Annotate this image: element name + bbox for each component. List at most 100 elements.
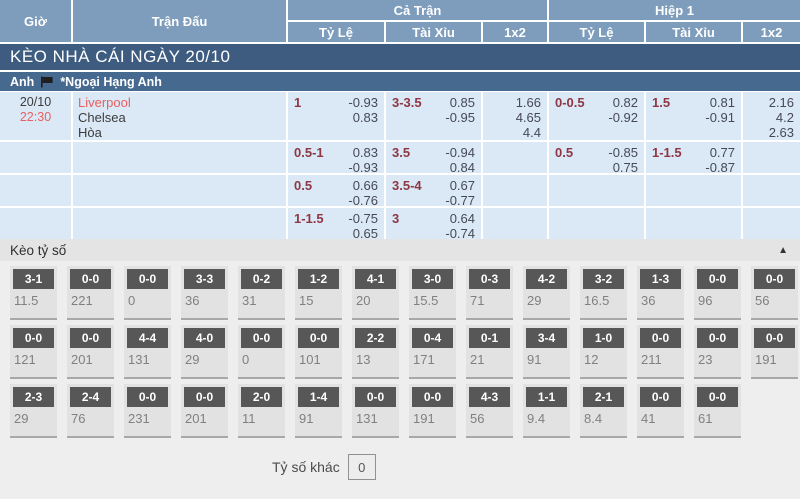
score-cell[interactable]: 1-3 36 — [637, 266, 684, 320]
handicap-line: 0.5 — [294, 178, 313, 193]
score-cell[interactable]: 1-1 9.4 — [523, 384, 570, 438]
score-cell[interactable]: 3-4 91 — [523, 325, 570, 379]
score-cell[interactable]: 0-0 211 — [637, 325, 684, 379]
odd-value: -0.75 — [348, 211, 378, 226]
score-odds: 9.4 — [527, 411, 546, 426]
score-cell[interactable]: 1-2 15 — [295, 266, 342, 320]
score-section: Kèo tỷ số ▲ 3-1 11.5 0-0 221 0-0 0 3-3 36 0-2 31 1… — [0, 239, 800, 499]
score-section-title: Kèo tỷ số — [10, 242, 67, 258]
odd-value: -0.76 — [348, 193, 378, 206]
other-score-box[interactable]: 0 — [347, 454, 376, 480]
score-cell[interactable]: 0-0 41 — [637, 384, 684, 438]
score-cell[interactable]: 3-3 36 — [181, 266, 228, 320]
odds-cell-ct-ty-le[interactable]: 0.5-1 0.83 -0.93 — [288, 142, 384, 173]
odds-cell-ct-1x2[interactable]: 1.66 4.65 4.4 — [483, 92, 547, 140]
score-chip: 2-2 — [355, 328, 396, 348]
odds-cell-h1-ty-le[interactable]: 0.5 -0.85 0.75 — [549, 142, 644, 173]
score-cell[interactable]: 1-4 91 — [295, 384, 342, 438]
odds-cell-ct-tai-xiu[interactable]: 3.5-4 0.67 -0.77 — [386, 175, 481, 206]
odd-value: 0.75 — [612, 160, 638, 173]
odds-cell-ct-ty-le[interactable]: 1-1.5 -0.75 0.65 — [288, 208, 384, 239]
collapse-icon[interactable]: ▲ — [778, 244, 788, 256]
odds-cell-h1-tai-xiu[interactable]: 1-1.5 0.77 -0.87 — [646, 142, 741, 173]
handicap-line: 1-1.5 — [294, 211, 324, 226]
score-cell[interactable]: 4-2 29 — [523, 266, 570, 320]
score-chip: 4-4 — [127, 328, 168, 348]
odds-cell-h1-tai-xiu — [646, 175, 741, 206]
col-header-hiep-1: Hiệp 1 — [549, 0, 800, 20]
match-time-cell — [0, 142, 71, 173]
score-cell[interactable]: 4-3 56 — [466, 384, 513, 438]
score-cell[interactable]: 3-1 11.5 — [10, 266, 57, 320]
odd-value: 0.84 — [449, 160, 475, 173]
score-cell[interactable]: 0-0 131 — [352, 384, 399, 438]
score-cell[interactable]: 4-4 131 — [124, 325, 171, 379]
score-cell[interactable]: 0-0 221 — [67, 266, 114, 320]
score-odds: 29 — [185, 352, 200, 367]
score-cell[interactable]: 2-0 11 — [238, 384, 285, 438]
odds-cell-h1-tai-xiu[interactable]: 1.5 0.81 -0.91 — [646, 92, 741, 140]
odds-cell-ct-tai-xiu[interactable]: 3 0.64 -0.74 — [386, 208, 481, 239]
score-cell[interactable]: 0-0 191 — [409, 384, 456, 438]
score-cell[interactable]: 0-3 71 — [466, 266, 513, 320]
score-chip: 2-3 — [13, 387, 54, 407]
odd-value: -0.93 — [348, 160, 378, 173]
score-cell[interactable]: 4-0 29 — [181, 325, 228, 379]
score-cell[interactable]: 2-4 76 — [67, 384, 114, 438]
score-chip: 0-0 — [355, 387, 396, 407]
score-cell[interactable]: 1-0 12 — [580, 325, 627, 379]
score-cell[interactable]: 0-0 0 — [238, 325, 285, 379]
odds-cell-h1-1x2 — [743, 175, 800, 206]
odds-cell-h1-1x2[interactable]: 2.16 4.2 2.63 — [743, 92, 800, 140]
other-score-label: Tỷ số khác — [272, 459, 340, 475]
odds-cell-ct-tai-xiu[interactable]: 3-3.5 0.85 -0.95 — [386, 92, 481, 140]
score-cell[interactable]: 0-0 201 — [67, 325, 114, 379]
odds-cell-h1-ty-le[interactable]: 0-0.5 0.82 -0.92 — [549, 92, 644, 140]
handicap-line: 3.5-4 — [392, 178, 422, 193]
score-cell[interactable]: 4-1 20 — [352, 266, 399, 320]
score-cell[interactable]: 0-0 101 — [295, 325, 342, 379]
odds-cell-h1-ty-le — [549, 208, 644, 239]
odd-value: 0.83 — [352, 145, 378, 160]
score-cell[interactable]: 3-2 16.5 — [580, 266, 627, 320]
flag-icon — [40, 76, 54, 88]
odds-cell-ct-tai-xiu[interactable]: 3.5 -0.94 0.84 — [386, 142, 481, 173]
handicap-line: 1.5 — [652, 95, 671, 110]
draw-label: Hòa — [78, 125, 102, 140]
score-odds: 191 — [755, 352, 777, 367]
score-cell[interactable]: 0-0 191 — [751, 325, 798, 379]
score-cell[interactable]: 0-4 171 — [409, 325, 456, 379]
score-cell[interactable]: 0-0 121 — [10, 325, 57, 379]
score-cell[interactable]: 0-0 61 — [694, 384, 741, 438]
score-cell[interactable]: 0-0 231 — [124, 384, 171, 438]
score-chip: 0-0 — [298, 328, 339, 348]
score-chip: 0-0 — [697, 269, 738, 289]
score-chip: 3-4 — [526, 328, 567, 348]
score-cell[interactable]: 2-1 8.4 — [580, 384, 627, 438]
odds-cell-ct-ty-le[interactable]: 1 -0.93 0.83 — [288, 92, 384, 140]
score-cell[interactable]: 0-0 23 — [694, 325, 741, 379]
score-odds: 12 — [584, 352, 599, 367]
score-cell[interactable]: 2-3 29 — [10, 384, 57, 438]
score-odds: 71 — [470, 293, 485, 308]
odds-cell-ct-ty-le[interactable]: 0.5 0.66 -0.76 — [288, 175, 384, 206]
score-odds: 8.4 — [584, 411, 603, 426]
score-cell[interactable]: 0-0 56 — [751, 266, 798, 320]
odds-cell-ct-1x2 — [483, 175, 547, 206]
score-cell[interactable]: 0-1 21 — [466, 325, 513, 379]
score-grid: 3-1 11.5 0-0 221 0-0 0 3-3 36 0-2 31 1-2 15 4-1 20 3-0… — [0, 266, 800, 438]
league-country: Anh — [10, 74, 35, 89]
odd-value: 0.82 — [612, 95, 638, 110]
score-cell[interactable]: 0-0 201 — [181, 384, 228, 438]
col-header-ct-tai-xiu: Tài Xỉu — [386, 22, 481, 42]
team-away: Chelsea — [78, 110, 126, 125]
score-odds: 0 — [128, 293, 136, 308]
score-cell[interactable]: 2-2 13 — [352, 325, 399, 379]
score-cell[interactable]: 0-2 31 — [238, 266, 285, 320]
odds-cell-h1-1x2 — [743, 208, 800, 239]
score-odds: 211 — [641, 352, 662, 367]
1x2-odd: 2.16 — [768, 95, 794, 110]
score-cell[interactable]: 0-0 0 — [124, 266, 171, 320]
score-cell[interactable]: 3-0 15.5 — [409, 266, 456, 320]
score-cell[interactable]: 0-0 96 — [694, 266, 741, 320]
